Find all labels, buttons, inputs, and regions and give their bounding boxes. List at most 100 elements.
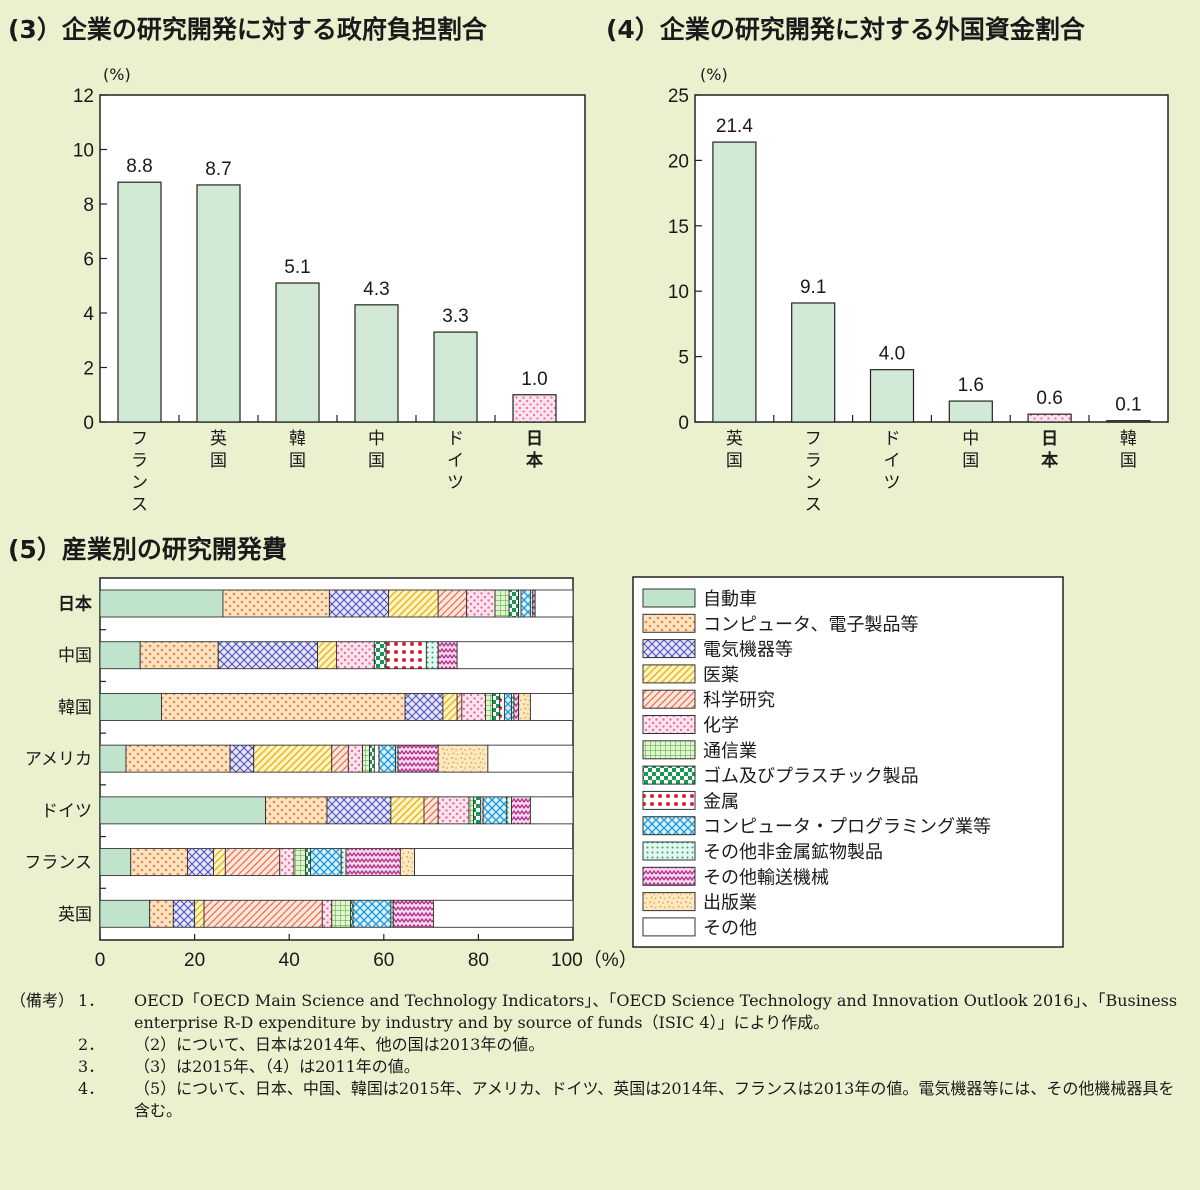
chart5-bar-segment [345, 848, 401, 877]
chart4-unit: (%) [700, 65, 728, 84]
chart3-y-tick-label: 4 [83, 304, 94, 325]
chart5-bar-segment [352, 899, 392, 928]
chart5-bar-segment [378, 744, 397, 773]
note-text: OECD「OECD Main Science and Technology In… [134, 991, 1178, 1032]
chart4-y-tick-label: 0 [678, 413, 689, 434]
chart3-y-tick-label: 10 [73, 141, 94, 162]
chart3-category-label: 中国 [368, 429, 385, 471]
legend-label: その他非金属鉱物製品 [703, 842, 883, 863]
chart3-title: (3）企業の研究開発に対する政府負担割合 [8, 15, 488, 44]
chart5-bar-segment [347, 744, 363, 773]
legend-label: ゴム及びプラスチック製品 [703, 766, 919, 787]
chart3-category-label: 韓国 [289, 429, 306, 471]
chart5-bar-segment [99, 641, 141, 670]
chart5-bar-segment [492, 692, 501, 721]
chart5-bar-segment [461, 692, 486, 721]
chart5-bar-segment [503, 692, 512, 721]
notes-head: （備考） [10, 991, 75, 1010]
chart3-y-tick-label: 2 [83, 359, 94, 380]
chart4-category-label: ドイツ [884, 429, 901, 493]
chart5-category-label: 英国 [58, 905, 92, 925]
chart3-data-label: 5.1 [284, 257, 310, 278]
chart5-bar-segment [326, 796, 392, 825]
legend-label: コンピュータ・プログラミング業等 [703, 817, 991, 838]
legend-label: 科学研究 [703, 690, 775, 711]
chart4-y-tick-label: 10 [668, 282, 689, 303]
chart3-category-label: 日本 [526, 429, 543, 471]
chart5-bar-segment [369, 744, 375, 773]
notes: （備考） 1． OECD「OECD Main Science and Techn… [10, 990, 1185, 1122]
chart4-category-label: 中国 [962, 429, 979, 471]
note-num: 1． [78, 991, 105, 1010]
chart5-x-tick-label: 80 [468, 950, 489, 971]
chart5-bar-segment [499, 692, 505, 721]
chart5-bar-segment [217, 641, 319, 670]
chart3-y-tick-label: 8 [83, 195, 94, 216]
chart3-bar [117, 181, 162, 423]
chart3-unit: (%) [103, 65, 131, 84]
chart3-data-label: 8.8 [126, 156, 152, 177]
legend-label: その他輸送機械 [703, 867, 829, 888]
chart5-x-unit-label: 100（%） [551, 949, 638, 971]
chart4-y-tick-label: 25 [668, 86, 689, 107]
chart5-bar-segment [99, 589, 224, 618]
chart5-bar-segment [392, 899, 434, 928]
chart5-bar-segment [265, 796, 328, 825]
chart5-bar-segment [390, 796, 425, 825]
legend-swatch [642, 866, 696, 886]
note-text: （5）について、日本、中国、韓国は2015年、アメリカ、ドイツ、英国は2014年… [134, 1079, 1175, 1120]
chart5-bar-segment [229, 744, 255, 773]
chart5-bar-segment [414, 848, 574, 877]
chart5-bar-segment [456, 692, 463, 721]
chart3-category-label: ドイツ [447, 429, 464, 493]
chart4-data-label: 0.1 [1115, 395, 1141, 416]
note-text: （3）は2015年、（4）は2011年の値。 [134, 1057, 420, 1076]
chart-canvas: (3）企業の研究開発に対する政府負担割合 (4）企業の研究開発に対する外国資金割… [8, 15, 1169, 971]
chart5-category-label: 中国 [58, 646, 92, 666]
chart5-legend: 自動車コンピュータ、電子製品等電気機器等医薬科学研究化学通信業ゴム及びプラスチッ… [632, 576, 1064, 948]
chart4-data-label: 1.6 [958, 375, 984, 396]
chart5-bar-segment [331, 744, 349, 773]
chart5-bar-segment [482, 796, 508, 825]
chart3-plot-area [99, 94, 586, 423]
chart5-bar-segment [139, 641, 219, 670]
legend-swatch [642, 740, 696, 760]
legend-swatch [642, 892, 696, 912]
chart5-bar-segment [437, 744, 489, 773]
chart5-x-tick-label: 20 [184, 950, 205, 971]
chart4-bar [1106, 420, 1151, 423]
legend-label: その他 [703, 918, 757, 939]
chart4-title: (4）企業の研究開発に対する外国資金割合 [606, 15, 1086, 44]
chart5-bar-segment [331, 899, 352, 928]
chart5-category-label: 韓国 [58, 698, 92, 718]
chart5-bar-segment [161, 692, 406, 721]
note-num: 2． [78, 1035, 105, 1054]
chart5-bar-segment [340, 848, 347, 877]
chart5-bar-segment [508, 589, 520, 618]
chart5-bar-segment [494, 589, 510, 618]
chart3-bar [196, 184, 241, 423]
chart5-bar-segment [99, 796, 267, 825]
chart5-bar-segment [485, 692, 494, 721]
chart5-category-label: フランス [24, 853, 92, 873]
chart4-bar [1027, 413, 1072, 423]
chart5-bar-segment [399, 848, 415, 877]
chart5-bar-segment [529, 692, 574, 721]
chart5-x-tick-label: 0 [95, 950, 106, 971]
chart5-bar-segment [487, 744, 574, 773]
legend-label: 電気機器等 [703, 640, 793, 661]
chart3-data-label: 3.3 [442, 306, 468, 327]
chart4-bar [869, 369, 915, 423]
chart5-x-tick-label: 60 [373, 950, 394, 971]
chart5-bar-segment [224, 848, 281, 877]
chart4-data-label: 0.6 [1036, 388, 1062, 409]
chart3-category-label: フランス [131, 429, 148, 515]
note-text: （2）について、日本は2014年、他の国は2013年の値。 [134, 1035, 545, 1054]
legend-label: コンピュータ、電子製品等 [703, 614, 918, 635]
chart3-bar [512, 394, 557, 423]
legend-swatch [642, 790, 696, 810]
chart5-bar-segment [310, 848, 342, 877]
chart5-bar-segment [388, 589, 439, 618]
legend-swatch [642, 841, 696, 861]
